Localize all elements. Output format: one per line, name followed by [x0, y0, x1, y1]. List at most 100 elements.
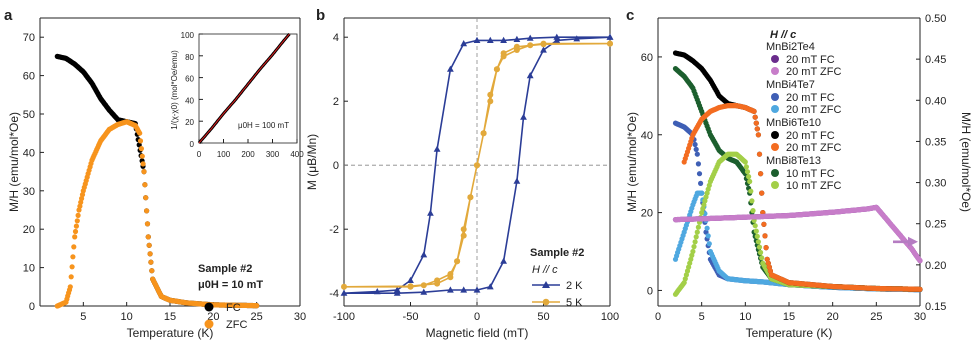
- data-point: [695, 161, 702, 167]
- legend-c-entry: 10 mT FC: [786, 168, 835, 180]
- legend-b-5k-marker: [542, 298, 550, 306]
- data-point: [486, 283, 494, 290]
- data-point: [139, 153, 145, 159]
- data-point: [694, 229, 700, 235]
- legend-c-entry: 10 mT ZFC: [786, 180, 841, 192]
- legend-a-zfc-label: ZFC: [226, 319, 247, 331]
- data-point: [752, 114, 758, 120]
- data-point: [460, 286, 468, 293]
- data-point: [447, 65, 454, 72]
- panel-a-y-tick-label: 20: [23, 224, 35, 236]
- legend-c-marker: [771, 93, 779, 101]
- inset-x-tick-label: 200: [241, 150, 255, 159]
- data-point: [138, 146, 144, 152]
- inset-y-tick-label: 100: [181, 31, 195, 40]
- data-point: [254, 303, 260, 309]
- legend-c-compound: MnBi2Te4: [766, 41, 815, 53]
- panel-c-y-tick-label: 0: [647, 285, 653, 297]
- panel-b-legend: Sample #2 H // c 2 K 5 K: [530, 247, 584, 309]
- panel-b-x-tick-label: 0: [474, 311, 480, 323]
- data-point: [755, 132, 762, 138]
- data-point: [500, 36, 507, 43]
- data-point: [755, 239, 762, 245]
- data-point: [540, 46, 547, 53]
- inset-y-tick-label: 80: [185, 53, 194, 62]
- panel-c-right-axis-arrow-icon: [893, 236, 918, 247]
- data-point: [688, 256, 694, 262]
- data-point: [765, 260, 771, 266]
- data-point: [747, 178, 753, 185]
- legend-c-marker: [771, 67, 779, 75]
- panel-c-label: c: [626, 7, 634, 24]
- data-point: [75, 212, 81, 218]
- legend-b-subtitle: H // c: [532, 264, 558, 276]
- data-point: [70, 254, 76, 260]
- data-point: [72, 228, 79, 235]
- inset-annotation: μ0H = 100 mT: [238, 121, 289, 130]
- data-point: [473, 36, 481, 43]
- data-point: [341, 283, 347, 290]
- data-point: [703, 194, 709, 200]
- data-point: [487, 98, 494, 105]
- data-point: [140, 161, 146, 167]
- data-point: [148, 259, 154, 265]
- legend-a-title: Sample #2: [198, 263, 252, 275]
- panel-a-y-tick-label: 60: [23, 71, 35, 83]
- data-point: [149, 268, 155, 274]
- data-point: [573, 35, 581, 42]
- data-point: [705, 233, 711, 239]
- data-point: [72, 234, 78, 240]
- legend-c-compound: MnBi8Te13: [766, 155, 821, 167]
- data-point: [454, 258, 461, 265]
- data-point: [500, 257, 507, 264]
- data-point: [750, 208, 756, 214]
- data-point: [701, 202, 707, 208]
- data-point: [756, 244, 763, 250]
- legend-c-marker: [771, 131, 779, 139]
- data-point: [69, 264, 75, 270]
- loop-line: [343, 36, 611, 295]
- data-point: [474, 162, 480, 169]
- data-point: [77, 203, 83, 209]
- data-point: [513, 43, 520, 50]
- inset-ylabel: 1/(χ-χ0) (mol*Oe/emu): [170, 50, 179, 130]
- panel-c-x-tick-label: 25: [870, 311, 882, 323]
- legend-b-title: Sample #2: [530, 247, 584, 259]
- inset-x-tick-label: 100: [217, 150, 231, 159]
- data-point: [480, 130, 487, 137]
- panel-c-x-tick-label: 30: [914, 311, 926, 323]
- data-point: [753, 228, 759, 234]
- panel-c-yright-tick-label: 0.30: [925, 178, 946, 190]
- panel-a-x-tick-label: 30: [294, 311, 306, 323]
- legend-c-entry: 20 mT ZFC: [786, 104, 841, 116]
- data-point: [607, 40, 613, 47]
- legend-a-fc-label: FC: [226, 302, 241, 314]
- panel-c-xlabel: Temperature (K): [746, 326, 833, 340]
- data-point: [690, 248, 696, 255]
- data-point: [749, 198, 755, 204]
- legend-c-title: H // c: [770, 29, 796, 41]
- data-point: [373, 288, 381, 295]
- data-point: [758, 249, 764, 256]
- data-point: [698, 180, 704, 186]
- data-point: [692, 239, 698, 245]
- panel-b-x-tick-label: 50: [537, 311, 549, 323]
- panel-a-y-tick-label: 30: [23, 186, 35, 198]
- data-point: [700, 206, 706, 212]
- data-point: [686, 264, 692, 270]
- data-point: [71, 244, 77, 250]
- data-point: [79, 195, 85, 202]
- inset-y-tick-label: 20: [185, 118, 194, 127]
- data-point: [147, 251, 153, 257]
- inset-y-tick-label: 0: [190, 140, 195, 149]
- data-point: [703, 229, 709, 235]
- panel-c-x-tick-label: 0: [655, 311, 661, 323]
- data-point: [758, 171, 764, 177]
- legend-c-marker: [771, 55, 779, 63]
- legend-c-entry: 20 mT ZFC: [786, 142, 841, 154]
- data-point: [699, 210, 705, 216]
- data-point: [74, 218, 80, 224]
- panel-a-y-tick-label: 50: [23, 109, 35, 121]
- data-point: [748, 188, 754, 194]
